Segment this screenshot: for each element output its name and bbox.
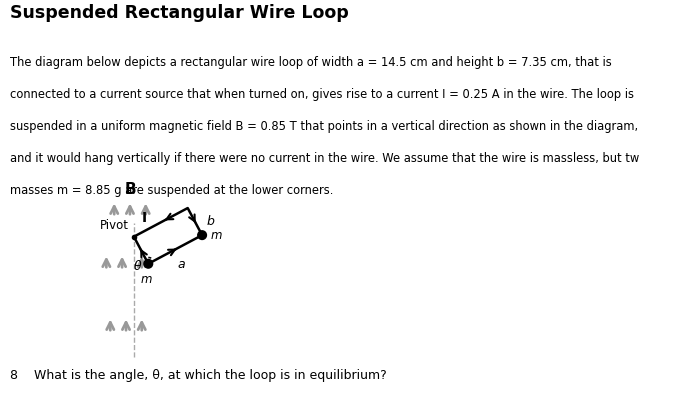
Text: $a$: $a$ (176, 258, 185, 271)
Text: Suspended Rectangular Wire Loop: Suspended Rectangular Wire Loop (10, 4, 349, 22)
Text: and it would hang vertically if there were no current in the wire. We assume tha: and it would hang vertically if there we… (10, 152, 639, 165)
Text: Pivot: Pivot (100, 219, 129, 232)
Text: $\mathbf{B}$: $\mathbf{B}$ (124, 181, 136, 198)
Text: 8    What is the angle, θ, at which the loop is in equilibrium?: 8 What is the angle, θ, at which the loo… (10, 369, 387, 382)
Text: $m$: $m$ (141, 273, 153, 286)
Text: $\mathbf{I}$: $\mathbf{I}$ (141, 211, 147, 225)
Text: $b$: $b$ (206, 214, 215, 228)
Text: masses m = 8.85 g are suspended at the lower corners.: masses m = 8.85 g are suspended at the l… (10, 184, 333, 198)
Text: $\theta$: $\theta$ (132, 259, 142, 273)
Text: The diagram below depicts a rectangular wire loop of width a = 14.5 cm and heigh: The diagram below depicts a rectangular … (10, 56, 612, 69)
Circle shape (198, 231, 207, 239)
Text: suspended in a uniform magnetic field B = 0.85 T that points in a vertical direc: suspended in a uniform magnetic field B … (10, 120, 639, 133)
Text: connected to a current source that when turned on, gives rise to a current I = 0: connected to a current source that when … (10, 88, 635, 101)
Circle shape (144, 259, 152, 268)
Text: $m$: $m$ (210, 229, 223, 242)
